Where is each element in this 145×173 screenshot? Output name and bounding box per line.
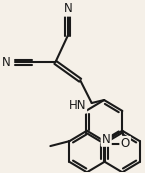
Text: N: N	[2, 56, 10, 69]
Text: N: N	[63, 2, 72, 15]
Text: O: O	[120, 137, 130, 150]
Text: N: N	[102, 133, 111, 146]
Text: HN: HN	[68, 99, 86, 112]
